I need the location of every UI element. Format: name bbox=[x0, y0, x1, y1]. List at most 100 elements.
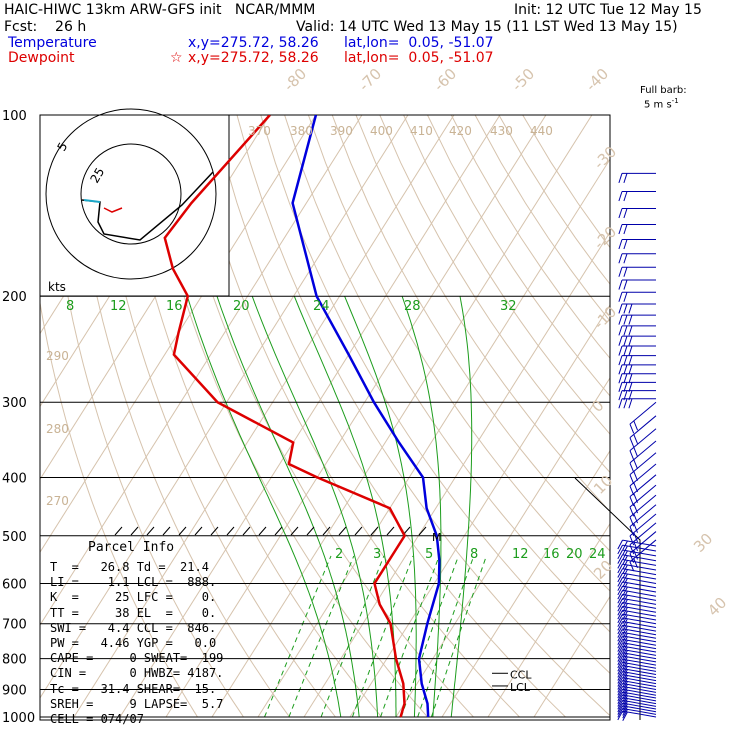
dewpoint-legend: Dewpoint bbox=[8, 50, 75, 66]
wind-barb-feather bbox=[617, 668, 623, 678]
parcel-info-row: CIN = 0 HWBZ= 4187. bbox=[50, 666, 224, 681]
wind-barb-feather bbox=[617, 645, 623, 656]
wind-barb-feather bbox=[633, 420, 638, 431]
wind-barb-feather bbox=[628, 345, 633, 356]
mixing-ratio-label: 2 bbox=[335, 547, 343, 562]
wind-barb-feather bbox=[618, 325, 623, 336]
wind-barb bbox=[629, 440, 657, 464]
wind-barb-feather bbox=[618, 208, 623, 219]
isotherm-line bbox=[119, 115, 501, 718]
moist-adiabat-line bbox=[344, 296, 417, 718]
dewpoint-trace bbox=[163, 115, 407, 718]
dewpoint-xy: x,y=275.72, 58.26 bbox=[188, 50, 319, 66]
wind-barb-feather bbox=[628, 373, 633, 384]
isentrope-label: 290 bbox=[46, 349, 69, 363]
moist-adiabat-label: 16 bbox=[166, 299, 183, 314]
temperature-legend: Temperature bbox=[8, 35, 97, 51]
dry-adiabat-line bbox=[403, 115, 610, 435]
wind-barb-feather bbox=[622, 614, 628, 625]
wind-barb-feather bbox=[617, 572, 623, 583]
wind-barb-feather bbox=[633, 434, 638, 444]
mixing-ratio-line bbox=[400, 555, 459, 718]
wind-barb-feather bbox=[617, 549, 623, 560]
wind-barb bbox=[622, 572, 657, 580]
wind-barb bbox=[622, 609, 657, 617]
wind-barb-feather bbox=[622, 666, 628, 676]
wind-barb-feather bbox=[623, 253, 628, 264]
freezing-hatch bbox=[146, 526, 155, 536]
isentrope-label: 430 bbox=[490, 124, 513, 138]
wind-barb bbox=[622, 544, 657, 552]
temperature-trace bbox=[291, 115, 441, 718]
freezing-hatch bbox=[322, 526, 331, 536]
wind-barb-feather bbox=[629, 474, 635, 485]
wind-barb bbox=[629, 463, 657, 487]
wind-barb-feather bbox=[617, 559, 623, 569]
isentrope-label: 400 bbox=[370, 124, 393, 138]
wind-barb-feather bbox=[617, 649, 623, 659]
isentrope-label: 280 bbox=[46, 422, 69, 436]
isotherm-label: -80 bbox=[280, 65, 310, 95]
isentrope-label: 440 bbox=[530, 124, 553, 138]
forecast-hour: Fcst: 26 h bbox=[4, 19, 87, 35]
wind-barb-feather bbox=[617, 683, 623, 693]
isotherm-line bbox=[40, 115, 317, 554]
freezing-hatch bbox=[114, 526, 123, 536]
wind-barb-feather bbox=[623, 191, 628, 202]
wind-barb-feather bbox=[617, 563, 623, 574]
wind-barb-feather bbox=[617, 652, 623, 662]
wind-barb-feather bbox=[617, 610, 623, 620]
wind-barb bbox=[622, 705, 657, 713]
wind-barb bbox=[622, 613, 657, 621]
dry-adiabat-line bbox=[260, 115, 610, 675]
moist-adiabat-label: 32 bbox=[500, 299, 517, 314]
dry-adiabat-line bbox=[46, 115, 244, 718]
wind-barb bbox=[622, 677, 657, 685]
barb-panel-border bbox=[574, 477, 641, 720]
valid-time: Valid: 14 UTC Wed 13 May 15 (11 LST Wed … bbox=[296, 19, 678, 35]
wind-barb-feather bbox=[622, 675, 628, 685]
moist-adiabat-line bbox=[401, 296, 442, 718]
wind-barb-feather bbox=[633, 513, 638, 524]
isotherm-label: -40 bbox=[582, 65, 612, 95]
parcel-info-title: Parcel Info bbox=[88, 540, 175, 555]
wind-barb-feather bbox=[623, 303, 628, 314]
wind-barb-feather bbox=[628, 303, 633, 314]
pressure-label: 700 bbox=[2, 618, 27, 633]
wind-barb bbox=[622, 539, 657, 547]
wind-barb-feather bbox=[618, 398, 623, 409]
dry-adiabat-line bbox=[331, 115, 610, 552]
wind-barb bbox=[622, 554, 657, 562]
freezing-hatch bbox=[274, 526, 283, 536]
init-time: Init: 12 UTC Tue 12 May 15 bbox=[514, 2, 702, 18]
freezing-hatch bbox=[290, 526, 299, 536]
parcel-info-row: PW = 4.46 YGP = 0.0 bbox=[50, 636, 217, 650]
isotherm-line bbox=[487, 522, 610, 718]
wind-barb-feather bbox=[623, 364, 628, 375]
wind-barb-feather bbox=[618, 303, 623, 314]
plot-frame bbox=[39, 114, 641, 721]
dry-adiabat-line bbox=[141, 115, 428, 718]
wind-barb-feather bbox=[622, 650, 628, 660]
wind-barb-feather bbox=[617, 632, 623, 642]
wind-barb-feather bbox=[617, 621, 623, 631]
wind-barb bbox=[629, 415, 657, 439]
dry-adiabat-line bbox=[307, 115, 610, 592]
isotherm-label: -30 bbox=[590, 143, 620, 173]
freezing-hatch bbox=[210, 526, 219, 536]
wind-barb-feather bbox=[617, 613, 623, 624]
mixing-ratio-line bbox=[380, 555, 440, 718]
wind-barb-feather bbox=[617, 680, 623, 690]
wind-barb bbox=[622, 597, 657, 605]
moist-adiabat-line bbox=[251, 296, 379, 718]
freezing-hatch bbox=[162, 526, 171, 536]
dry-adiabat-line bbox=[69, 115, 290, 718]
wind-barb bbox=[622, 668, 657, 676]
wind-barb-feather bbox=[618, 390, 623, 401]
wind-barb-feather bbox=[628, 398, 633, 409]
pressure-label: 500 bbox=[2, 530, 27, 545]
wind-barb bbox=[622, 648, 657, 656]
wind-barb-feather bbox=[623, 279, 628, 290]
wind-barb-feather bbox=[618, 253, 623, 264]
